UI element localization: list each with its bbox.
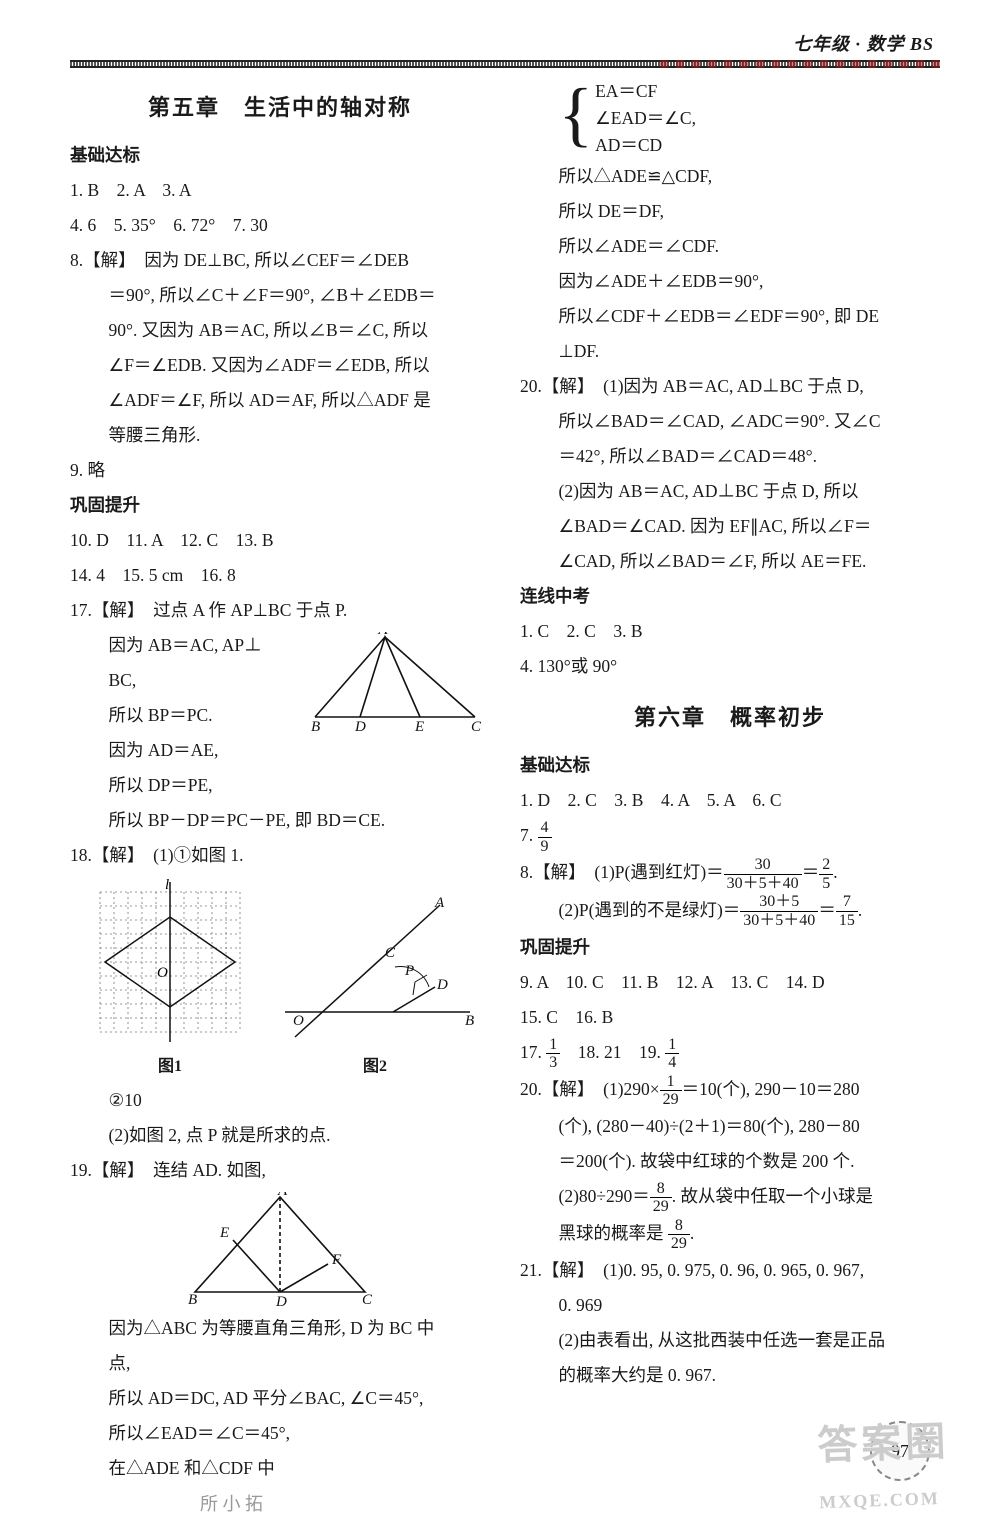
q20-a: 所以∠BAD＝∠CAD, ∠ADC＝90°. 又∠C [520,404,940,439]
q17-head: 17.【解】 过点 A 作 AP⊥BC 于点 P. [70,593,490,628]
q17-a: 因为 AB＝AC, AP⊥ [70,628,295,663]
q20-head: 20.【解】 (1)因为 AB＝AC, AD⊥BC 于点 D, [520,369,940,404]
r4: 因为∠ADE＋∠EDB＝90°, [520,264,940,299]
q19-d: 所以∠EAD＝∠C＝45°, [70,1416,490,1451]
section-basic: 基础达标 [70,138,490,173]
svg-text:B: B [188,1292,197,1307]
exam-1: 1. C 2. C 3. B [520,614,940,649]
svg-text:O: O [293,1013,304,1029]
ch6-g20-c: (2)80÷290＝829. 故从袋中任取一个小球是 [520,1179,940,1216]
right-column: { EA＝CF ∠EAD＝∠C, AD＝CD 所以△ADE≌△CDF, 所以 D… [520,74,940,1486]
figure-1: l O 图1 [85,873,255,1083]
q17-c: 所以 BP＝PC. [70,698,295,733]
q19-b: 点, [70,1346,490,1381]
svg-text:C: C [362,1292,373,1307]
q18-b: ②10 [70,1083,490,1118]
q17-e: 所以 DP＝PE, [70,768,295,803]
svg-text:l: l [165,877,169,893]
ch6-basic: 基础达标 [520,748,940,783]
figure-2: A B O C D P 图2 [275,893,475,1083]
ch6-b1: 1. D 2. C 3. B 4. A 5. A 6. C [520,783,940,818]
header-rule [70,60,940,68]
ch6-b7: 7. 49 [520,818,940,855]
brace-1: EA＝CF [595,78,696,105]
q8-a: ＝90°, 所以∠C＋∠F＝90°, ∠B＋∠EDB＝ [70,278,490,313]
brace-2: ∠EAD＝∠C, [595,105,696,132]
brace-3: AD＝CD [595,132,696,159]
footer-note: 所 小 拓 [200,1490,263,1516]
ch6-g21-a: 0. 969 [520,1288,940,1323]
section-consolidate: 巩固提升 [70,488,490,523]
q20-b: ＝42°, 所以∠BAD＝∠CAD＝48°. [520,439,940,474]
ans-1-3: 1. B 2. A 3. A [70,173,490,208]
ch6-g20-e: 黑球的概率是 829. [520,1216,940,1253]
ch6-b8-1: 8.【解】 (1)P(遇到红灯)＝3030＋5＋40＝25. [520,855,940,892]
page-number-badge: 97 [870,1421,930,1481]
svg-text:A: A [277,1192,288,1199]
svg-text:E: E [414,719,424,732]
ch6-g20-a: (个), (280－40)÷(2＋1)＝80(个), 280－80 [520,1109,940,1144]
q9: 9. 略 [70,453,490,488]
page-header: 七年级 · 数学 BS [70,30,940,56]
q17-f: 所以 BP－DP＝PC－PE, 即 BD＝CE. [70,803,490,838]
svg-text:F: F [331,1252,342,1268]
q17-d: 因为 AD＝AE, [70,733,295,768]
chapter5-title: 第五章 生活中的轴对称 [70,86,490,130]
svg-text:D: D [436,977,448,993]
svg-text:E: E [219,1225,229,1241]
ch6-g20-head: 20.【解】 (1)290×129＝10(个), 290－10＝280 [520,1072,940,1109]
ans-14-16: 14. 4 15. 5 cm 16. 8 [70,558,490,593]
q8-b: 90°. 又因为 AB＝AC, 所以∠B＝∠C, 所以 [70,313,490,348]
left-column: 第五章 生活中的轴对称 基础达标 1. B 2. A 3. A 4. 6 5. … [70,74,490,1486]
fig1-caption: 图1 [85,1051,255,1083]
q8-c: ∠F＝∠EDB. 又因为∠ADF＝∠EDB, 所以 [70,348,490,383]
q19-a: 因为△ABC 为等腰直角三角形, D 为 BC 中 [70,1311,490,1346]
r5: 所以∠CDF＋∠EDB＝∠EDF＝90°, 即 DE [520,299,940,334]
q20-e: ∠CAD, 所以∠BAD＝∠F, 所以 AE＝FE. [520,544,940,579]
svg-text:A: A [434,897,445,911]
q20-c: (2)因为 AB＝AC, AD⊥BC 于点 D, 所以 [520,474,940,509]
svg-text:C: C [471,719,482,732]
svg-text:B: B [311,719,320,732]
section-exam: 连线中考 [520,579,940,614]
ch6-g2: 15. C 16. B [520,1000,940,1035]
ch6-consol: 巩固提升 [520,930,940,965]
ch6-b8-2: (2)P(遇到的不是绿灯)＝30＋530＋5＋40＝715. [520,893,940,930]
ch6-g21-c: 的概率大约是 0. 967. [520,1358,940,1393]
ch6-g17-19: 17. 13 18. 21 19. 14 [520,1035,940,1072]
figure-q19: A B C D E F [70,1192,490,1307]
ch6-g21-head: 21.【解】 (1)0. 95, 0. 975, 0. 96, 0. 965, … [520,1253,940,1288]
q8-head: 8.【解】 因为 DE⊥BC, 所以∠CEF＝∠DEB [70,243,490,278]
svg-text:B: B [465,1013,474,1029]
svg-text:P: P [404,963,414,979]
ch6-g21-b: (2)由表看出, 从这批西装中任选一套是正品 [520,1323,940,1358]
q19-head: 19.【解】 连结 AD. 如图, [70,1153,490,1188]
ans-4-7: 4. 6 5. 35° 6. 72° 7. 30 [70,208,490,243]
svg-text:A: A [377,632,388,638]
ch6-g20-b: ＝200(个). 故袋中红球的个数是 200 个. [520,1144,940,1179]
q17-b: BC, [70,663,295,698]
svg-text:C: C [385,945,396,961]
figure-q17: A B D E C [305,628,490,736]
q19-e: 在△ADE 和△CDF 中 [70,1451,490,1486]
svg-text:O: O [157,965,168,981]
ans-10-13: 10. D 11. A 12. C 13. B [70,523,490,558]
ch6-g1: 9. A 10. C 11. B 12. A 13. C 14. D [520,965,940,1000]
q18-c: (2)如图 2, 点 P 就是所求的点. [70,1118,490,1153]
brace-system: { EA＝CF ∠EAD＝∠C, AD＝CD [520,78,940,159]
r3: 所以∠ADE＝∠CDF. [520,229,940,264]
q8-d: ∠ADF＝∠F, 所以 AD＝AF, 所以△ADF 是 [70,383,490,418]
q20-d: ∠BAD＝∠CAD. 因为 EF∥AC, 所以∠F＝ [520,509,940,544]
exam-2: 4. 130°或 90° [520,649,940,684]
r6: ⊥DF. [520,334,940,369]
q8-e: 等腰三角形. [70,418,490,453]
svg-text:D: D [275,1294,287,1307]
fig2-caption: 图2 [275,1051,475,1083]
svg-text:D: D [354,719,366,732]
q18-head: 18.【解】 (1)①如图 1. [70,838,490,873]
r2: 所以 DE＝DF, [520,194,940,229]
page-number: 97 [891,1441,909,1462]
r1: 所以△ADE≌△CDF, [520,159,940,194]
chapter6-title: 第六章 概率初步 [520,696,940,740]
